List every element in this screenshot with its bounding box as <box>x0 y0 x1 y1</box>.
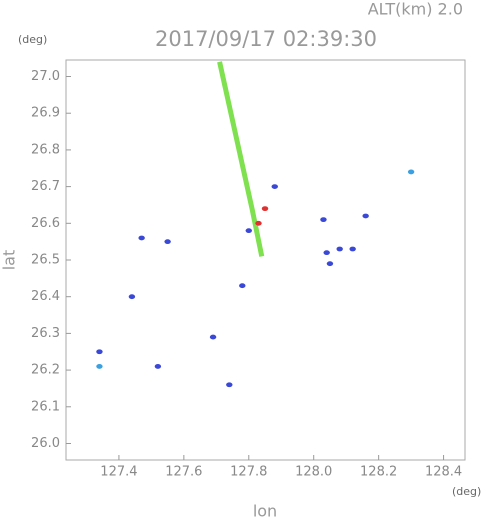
x-tick-label: 128.0 <box>295 465 332 480</box>
plot-frame <box>65 59 466 461</box>
y-tick-label: 26.9 <box>31 106 60 121</box>
echo-point <box>320 217 327 223</box>
echo-point <box>164 239 171 245</box>
y-tick-label: 26.3 <box>31 326 60 341</box>
echo-point <box>128 294 136 300</box>
echo-point <box>261 206 269 212</box>
y-tick-label: 26.4 <box>31 289 60 304</box>
x-tick-label: 127.6 <box>165 465 202 480</box>
echo-point <box>326 261 334 267</box>
echo-point <box>407 169 415 175</box>
echo-point <box>209 334 217 340</box>
echo-point <box>323 250 330 256</box>
y-tick-label: 26.1 <box>31 399 60 414</box>
echo-point <box>336 246 343 252</box>
x-axis-label: lon <box>253 502 277 521</box>
y-axis-label: lat <box>0 250 19 271</box>
echo-point <box>239 283 246 289</box>
y-tick-label: 26.6 <box>31 216 60 231</box>
y-tick-label: 26.8 <box>31 142 60 157</box>
x-tick-label: 128.4 <box>425 465 462 480</box>
echo-point <box>96 364 103 369</box>
echo-point <box>362 213 369 219</box>
echo-point <box>226 382 233 388</box>
x-tick-label: 128.2 <box>360 465 397 480</box>
y-tick-label: 26.5 <box>31 253 60 268</box>
echo-point <box>349 246 356 252</box>
y-tick-label: 26.7 <box>31 179 60 194</box>
echo-point <box>271 184 278 190</box>
echo-point <box>255 220 262 226</box>
chart-title: 2017/09/17 02:39:30 <box>155 27 377 51</box>
y-tick-label: 26.2 <box>31 363 60 378</box>
x-unit: (deg) <box>452 485 481 498</box>
echo-point <box>96 349 103 355</box>
x-tick-label: 127.4 <box>100 465 137 480</box>
y-tick-label: 26.0 <box>31 436 60 451</box>
echo-point <box>245 228 252 234</box>
y-tick-label: 27.0 <box>31 69 60 84</box>
echo-streak <box>217 61 265 257</box>
altitude-annotation: ALT(km) 2.0 <box>368 0 463 19</box>
echo-point <box>138 235 145 241</box>
echo-point <box>154 364 162 369</box>
y-unit: (deg) <box>18 33 47 46</box>
x-tick-label: 127.8 <box>230 465 267 480</box>
